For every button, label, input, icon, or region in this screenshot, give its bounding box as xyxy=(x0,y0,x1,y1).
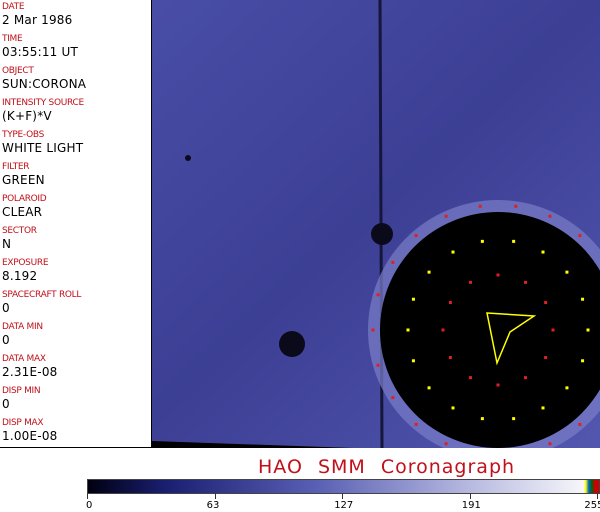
fiducial-dot xyxy=(411,359,415,363)
fiducial-dot xyxy=(451,250,455,254)
fiducial-dot xyxy=(541,250,545,254)
field-value: 0 xyxy=(2,333,10,347)
fiducial-dot xyxy=(444,214,448,218)
colorbar-tick-label: 127 xyxy=(334,500,354,511)
colorbar-tick-label: 0 xyxy=(86,500,93,511)
fiducial-dot xyxy=(544,356,548,359)
fiducial-dot xyxy=(578,422,582,426)
field-value: (K+F)*V xyxy=(2,109,52,123)
colorbar-tick xyxy=(87,493,88,499)
fiducial-dot xyxy=(524,280,527,284)
field-value: 0 xyxy=(2,397,10,411)
fiducial-dot xyxy=(480,417,484,421)
field-label: DATA MAX xyxy=(2,354,46,364)
fiducial-dot xyxy=(427,386,431,390)
field-value: GREEN xyxy=(2,173,45,187)
field-value: 8.192 xyxy=(2,269,38,283)
fiducial-dot xyxy=(514,204,518,208)
field-label: DATE xyxy=(2,2,25,12)
field-label: FILTER xyxy=(2,162,30,172)
field-label: TYPE-OBS xyxy=(2,130,45,140)
metadata-panel: DATE 2 Mar 1986 TIME 03:55:11 UT OBJECT SUN:C… xyxy=(0,0,152,448)
field-value: CLEAR xyxy=(2,205,43,219)
field-label: SPACECRAFT ROLL xyxy=(2,290,82,300)
fiducial-dot xyxy=(376,293,380,297)
field-label: DATA MIN xyxy=(2,322,43,332)
field-value: 2.31E-08 xyxy=(2,365,58,379)
fiducial-dot xyxy=(581,297,585,301)
pylon-outline xyxy=(486,312,537,366)
fiducial-dot xyxy=(478,204,482,208)
field-value: 1.00E-08 xyxy=(2,429,58,443)
fiducial-dot xyxy=(551,328,555,332)
fiducial-dot xyxy=(578,234,582,238)
coronagraph-image[interactable] xyxy=(152,0,600,448)
fiducial-dot xyxy=(448,356,452,359)
field-value: 0 xyxy=(2,301,10,315)
fiducial-dot xyxy=(444,442,448,446)
fiducial-dot xyxy=(371,328,375,332)
field-label: SECTOR xyxy=(2,226,37,236)
fiducial-dot xyxy=(427,270,431,274)
colorbar-tick xyxy=(469,493,471,499)
field-label: EXPOSURE xyxy=(2,258,49,268)
fiducial-dot xyxy=(391,396,395,400)
fiducial-dot xyxy=(581,359,585,363)
fiducial-dot xyxy=(512,239,516,243)
field-label: TIME xyxy=(2,34,23,44)
fiducial-dot xyxy=(512,417,516,421)
fiducial-dot xyxy=(544,301,548,304)
plot-title: HAO SMM Coronagraph xyxy=(258,456,516,478)
colorbar-tick xyxy=(342,493,344,499)
fiducial-dot xyxy=(565,270,569,274)
colorbar-tick-label: 63 xyxy=(206,500,220,511)
fiducial-dot xyxy=(548,442,552,446)
fiducial-dot xyxy=(548,214,552,218)
fiducial-dot xyxy=(376,363,380,367)
colorbar xyxy=(87,479,600,494)
fiducial-dot xyxy=(524,376,527,380)
field-label: DISP MAX xyxy=(2,418,44,428)
fiducial-dot xyxy=(496,273,500,277)
field-label: INTENSITY SOURCE xyxy=(2,98,84,108)
fiducial-dot xyxy=(411,297,415,301)
field-value: N xyxy=(2,237,12,251)
fiducial-dot xyxy=(480,239,484,243)
fiducial-dot xyxy=(469,376,472,380)
fiducial-dot xyxy=(541,406,545,410)
colorbar-tick xyxy=(214,493,216,499)
colorbar-tick-label: 255 xyxy=(584,500,600,511)
fiducial-dot xyxy=(448,301,452,304)
fiducial-dot xyxy=(451,406,455,410)
field-value: WHITE LIGHT xyxy=(2,141,84,155)
field-value: 03:55:11 UT xyxy=(2,45,79,59)
field-label: DISP MIN xyxy=(2,386,41,396)
field-label: POLAROID xyxy=(2,194,47,204)
fiducial-dot xyxy=(406,328,410,332)
field-value: 2 Mar 1986 xyxy=(2,13,73,27)
colorbar-tick xyxy=(597,493,599,499)
fiducial-dot xyxy=(391,260,395,264)
fiducial-dot xyxy=(565,386,569,390)
fiducial-dot xyxy=(586,328,590,332)
image-overlay xyxy=(185,0,600,448)
fiducial-dot xyxy=(469,280,472,284)
colorbar-tick-label: 191 xyxy=(461,500,481,511)
fiducial-dot xyxy=(496,383,500,387)
field-value: SUN:CORONA xyxy=(2,77,87,91)
fiducial-dot xyxy=(441,328,445,332)
field-label: OBJECT xyxy=(2,66,34,76)
fiducial-dot xyxy=(414,234,418,238)
fiducial-dot xyxy=(414,422,418,426)
